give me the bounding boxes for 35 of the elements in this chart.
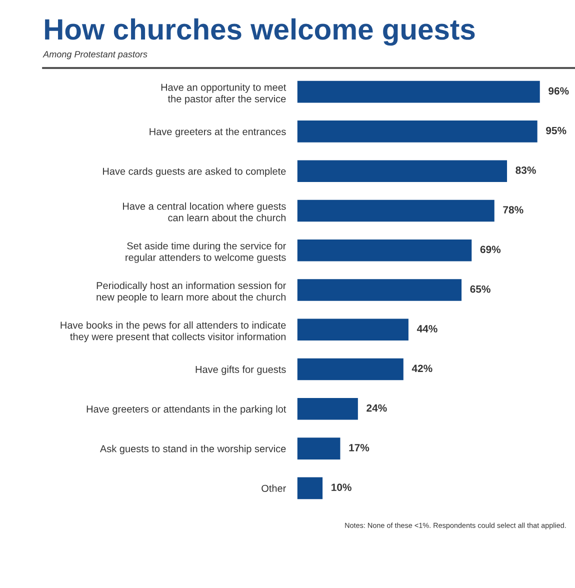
data-label: 44% <box>416 325 438 332</box>
data-label: 17% <box>349 444 370 452</box>
data-label: 24% <box>366 404 387 412</box>
y-tick-label: Have books in the pews for all attenders to indicate they were present that collects visitor information <box>60 321 286 342</box>
chart-title: How churches welcome guests <box>45 18 475 46</box>
bar <box>297 398 358 420</box>
bar <box>297 438 340 460</box>
bar <box>297 239 472 262</box>
bar <box>297 120 538 142</box>
bar <box>297 358 404 380</box>
y-tick-label: Have greeters or attendants in the parking lot <box>86 405 286 415</box>
y-tick-label: Have cards guests are asked to complete <box>103 167 286 177</box>
data-label: 42% <box>412 364 432 372</box>
y-tick-label: Have greeters at the entrances <box>150 128 286 138</box>
y-tick-label: Set aside time during the service for regular attenders to welcome guests <box>126 242 286 263</box>
bar <box>297 80 540 103</box>
data-label: 96% <box>548 87 569 95</box>
bar <box>297 477 323 500</box>
data-label: 83% <box>516 166 536 174</box>
bar <box>297 318 408 341</box>
text: Among Protestant pastors <box>42 51 148 60</box>
y-tick-label: Have a central location where guests can learn about the church <box>123 202 286 222</box>
data-label: 95% <box>546 126 566 134</box>
data-label: 65% <box>470 285 490 293</box>
data-label: 69% <box>480 246 501 254</box>
y-tick-label: Ask guests to stand in the worship service <box>100 444 286 454</box>
y-tick-label: Other <box>262 484 286 492</box>
y-tick-label: Have an opportunity to meet the pastor after the service <box>161 84 286 104</box>
bar <box>297 200 494 222</box>
data-label: 10% <box>332 484 352 491</box>
y-tick-label: Periodically host an information session for new people to learn more about the church <box>96 282 286 303</box>
bar <box>297 160 508 182</box>
data-label: 78% <box>503 206 524 214</box>
y-tick-label: Have gifts for guests <box>196 366 286 375</box>
bar <box>297 279 462 301</box>
